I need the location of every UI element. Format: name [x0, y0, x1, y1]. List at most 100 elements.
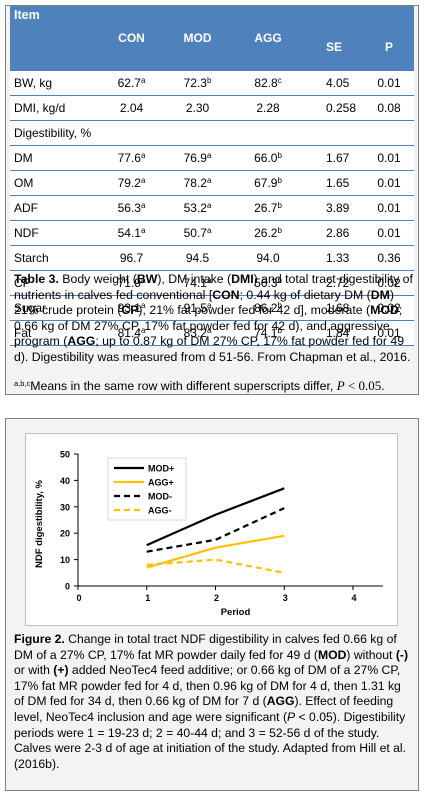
cell-p: 0.01 — [364, 70, 414, 96]
cell-agg: 74.1b — [232, 320, 304, 346]
cell-mod-value: 53.2 — [183, 201, 207, 215]
x-axis-title: Period — [221, 607, 251, 618]
cell-agg-value: 26.2 — [254, 226, 278, 240]
series-line-agg-minus — [146, 558, 285, 574]
cell-con: 2.04 — [100, 95, 163, 121]
cell-con: 79.2a — [100, 170, 163, 196]
cell-mod-value: 78.2 — [183, 176, 207, 190]
y-tick-label: 40 — [60, 476, 70, 486]
superscript-agg: b — [277, 301, 282, 310]
cell-con-value: 2.04 — [119, 101, 144, 115]
cell-mod: 78.2a — [163, 170, 232, 196]
cell-agg-value: 74.1 — [254, 326, 278, 340]
cell-con-value: 93.1 — [117, 301, 141, 315]
cell-agg: 56.3b — [232, 270, 304, 296]
cell-se: 1.68 — [304, 295, 364, 321]
cell-p: 0.36 — [364, 245, 414, 271]
superscript-con: a — [140, 226, 146, 235]
cell-con: 77.6a — [100, 145, 163, 171]
x-tick-label: 1 — [145, 593, 150, 603]
superscript-con: a — [140, 151, 146, 160]
cell-con-value: 77.6 — [117, 151, 141, 165]
cell-p: 0.01 — [364, 220, 414, 246]
row-label-value: OM — [14, 176, 34, 190]
cell-p: 0.08 — [364, 95, 414, 121]
row-label: CP — [10, 270, 100, 296]
row-label: ADF — [10, 195, 100, 221]
row-label-value: Fat — [14, 326, 32, 340]
ndf-chart-area: 0 10 20 30 40 50 0 1 2 3 4 Period NDF digestibility,… — [25, 433, 398, 626]
cell-se-value: 2.72 — [326, 276, 350, 290]
cell-se: 0.258 — [304, 95, 364, 121]
cell-agg: 67.9b — [232, 170, 304, 196]
cell-se: 1.67 — [304, 145, 364, 171]
cell-mod-value: 83.2 — [183, 326, 207, 340]
cell-con: 93.1a — [100, 295, 163, 321]
cell-p-value: 0.01 — [377, 151, 401, 165]
cell-se-value: 0.258 — [326, 101, 357, 115]
cell-se-value: 1.84 — [326, 326, 350, 340]
x-tick-label: 2 — [214, 593, 219, 603]
cell-con-value: 62.7 — [117, 76, 141, 90]
superscript-con: a — [140, 176, 146, 185]
cell-se: 1.65 — [304, 170, 364, 196]
cell-p: 0.01 — [364, 145, 414, 171]
ndf-line-chart: 0 10 20 30 40 50 0 1 2 3 4 Period NDF digestibility,… — [34, 450, 383, 618]
superscript-mod: a — [206, 226, 212, 235]
row-label-value: CP — [14, 276, 31, 290]
cell-p-value: 0.08 — [377, 101, 401, 115]
cell-mod-value: 94.5 — [185, 251, 210, 265]
superscript-mod: a — [206, 326, 212, 335]
cell-se-value: 1.65 — [326, 176, 350, 190]
row-label-value: ADF — [14, 201, 38, 215]
cell-mod: 2.30 — [163, 95, 232, 121]
row-label-value: BW, kg — [14, 76, 53, 90]
cell-con: 54.1a — [100, 220, 163, 246]
superscript-con: a — [140, 76, 146, 85]
cell-con: 62.7a — [100, 70, 163, 96]
cell-con-value: 96.7 — [119, 251, 144, 265]
row-label-value: DMI, kg/d — [14, 101, 66, 115]
cell-agg: 82.8c — [232, 70, 304, 96]
cell-mod: 53.2a — [163, 195, 232, 221]
superscript-con: a — [140, 201, 146, 210]
series-line-agg-plus — [146, 534, 285, 569]
cell-se-value: 1.68 — [326, 301, 350, 315]
row-label: DM — [10, 145, 100, 171]
table-row: BW, kg 62.7a 72.3b 82.8c 4.05 0.01 — [10, 70, 414, 96]
superscript-agg: b — [277, 151, 282, 160]
superscript-agg: b — [277, 276, 282, 285]
cell-agg: 2.28 — [232, 95, 304, 121]
cell-con: 96.7 — [100, 245, 163, 271]
cell-se: 2.72 — [304, 270, 364, 296]
legend-label: MOD+ — [148, 464, 174, 474]
row-label: Starch — [10, 245, 100, 271]
cell-mod: 50.7a — [163, 220, 232, 246]
cell-p: 0.02 — [364, 270, 414, 296]
cell-mod: 72.3b — [163, 70, 232, 96]
table-row: Fat 81.4a 83.2a 74.1b 1.84 0.01 — [10, 320, 414, 346]
header-mod: MOD — [163, 6, 232, 71]
cell-mod: 83.2a — [163, 320, 232, 346]
cell-mod-value: 50.7 — [183, 226, 207, 240]
superscript-mod: a — [206, 276, 212, 285]
table3-caption: Table 3. Body weight (BW), DM intake (DM… — [14, 272, 413, 364]
cell-agg-value: 2.28 — [256, 101, 280, 115]
cell-mod-value: 72.3 — [183, 76, 207, 90]
superscript-agg: b — [277, 226, 282, 235]
table-row: DM 77.6a 76.9a 66.0b 1.67 0.01 — [10, 145, 414, 171]
cell-se: 4.05 — [304, 70, 364, 96]
cell-se: 2.86 — [304, 220, 364, 246]
cell-mod: 91.5a — [163, 295, 232, 321]
legend-label: MOD- — [148, 492, 172, 502]
y-tick-label: 20 — [60, 529, 70, 539]
cell-agg-value: 56.3 — [254, 276, 278, 290]
cell-mod-value: 74.1 — [183, 276, 207, 290]
x-tick-label: 0 — [76, 593, 81, 603]
cell-agg: 26.7b — [232, 195, 304, 221]
cell-mod-value: 91.5 — [183, 301, 207, 315]
cell-p-value: 0.01 — [377, 226, 401, 240]
cell-p-value: 0.01 — [377, 326, 401, 340]
table-row: DMI, kg/d 2.04 2.30 2.28 0.258 0.08 — [10, 95, 414, 121]
cell-se: 1.84 — [304, 320, 364, 346]
